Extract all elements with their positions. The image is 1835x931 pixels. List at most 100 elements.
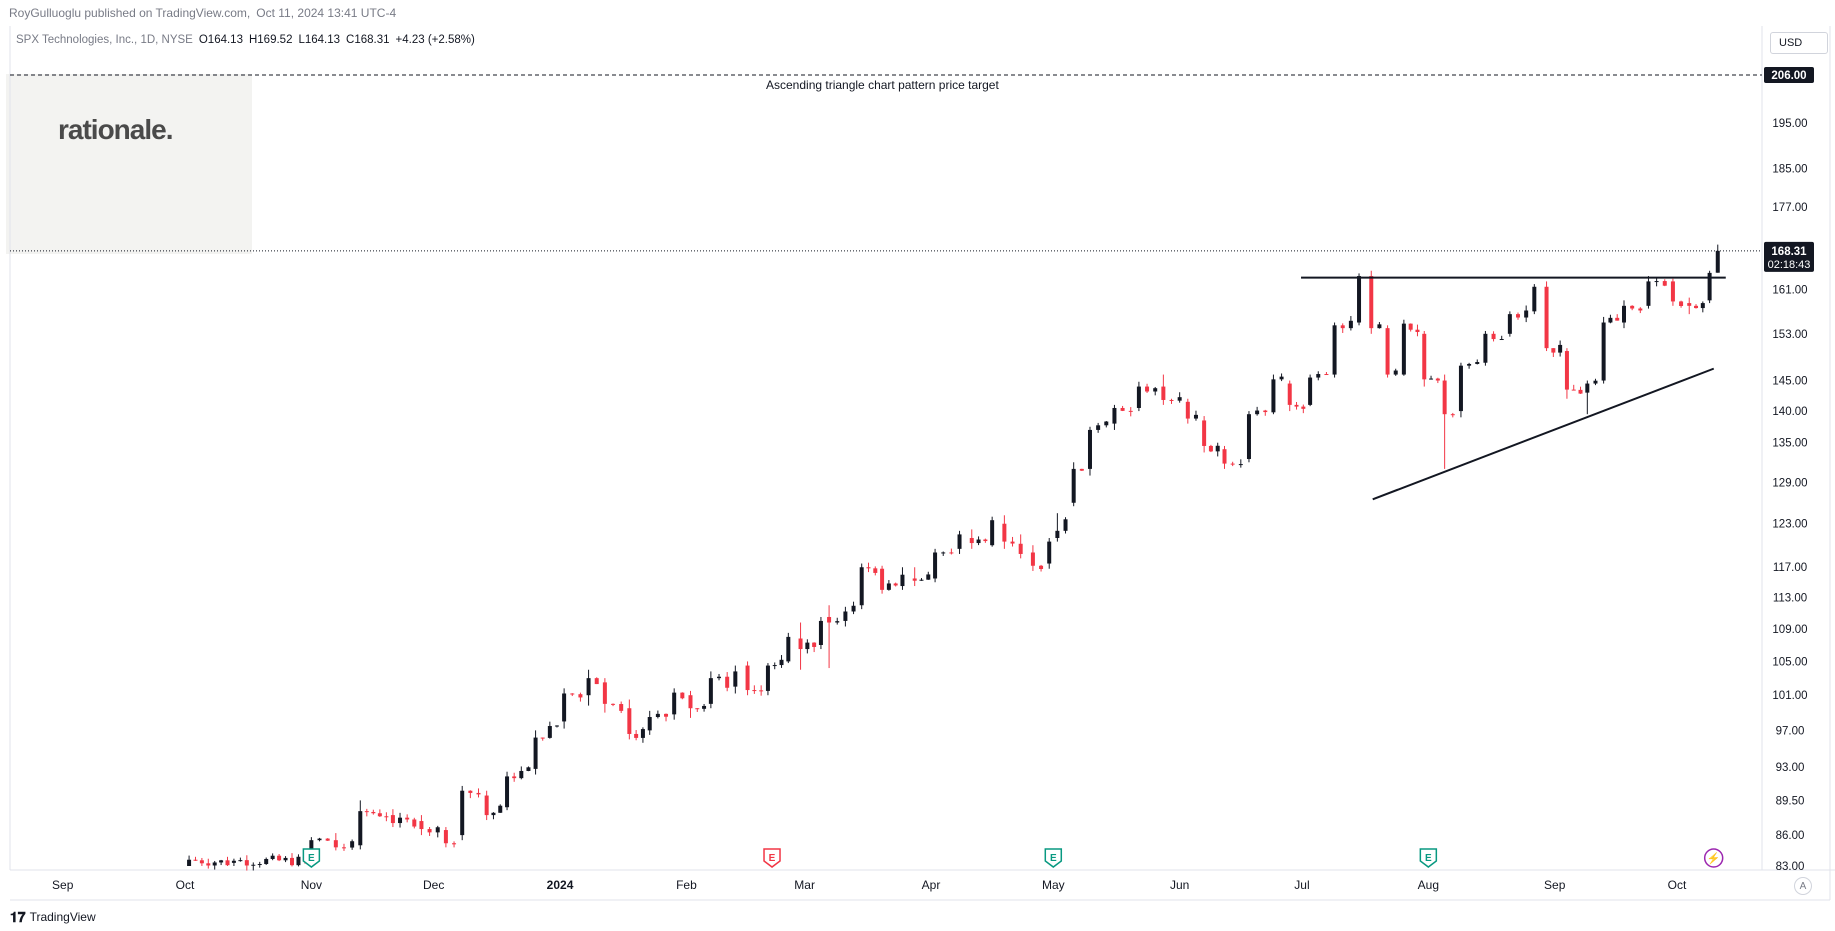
earnings-marker-icon[interactable] [1419, 848, 1438, 868]
candle [786, 636, 791, 662]
candle [1096, 425, 1101, 430]
candle [1263, 410, 1268, 413]
candle [193, 859, 198, 861]
target-price-badge [1764, 67, 1814, 83]
y-tick-label: 145.00 [1772, 376, 1807, 388]
candle [594, 678, 599, 685]
candle [919, 579, 924, 581]
candle [1215, 445, 1220, 452]
y-tick-label: 105.00 [1772, 656, 1807, 668]
candle [912, 578, 917, 581]
candle [717, 676, 722, 679]
candle [818, 620, 823, 645]
candle [1467, 363, 1472, 366]
y-tick-label: 129.00 [1772, 477, 1807, 489]
candle [1385, 328, 1390, 375]
candle [452, 843, 457, 845]
candle [969, 537, 974, 544]
candle [798, 638, 803, 650]
candle [1136, 386, 1141, 408]
candle [562, 693, 567, 722]
candle [1687, 303, 1692, 306]
candle [1169, 399, 1174, 401]
candle [1255, 410, 1260, 415]
candle [851, 605, 856, 612]
earnings-marker-label: E [1425, 853, 1432, 864]
publish-info-bar: RoyGulluoglu published on TradingView.co… [0, 0, 1835, 26]
candle [759, 690, 764, 692]
candle [1087, 429, 1092, 469]
dividend-marker-icon[interactable] [1703, 848, 1724, 868]
candle [672, 692, 677, 715]
candle [1615, 317, 1620, 321]
candle [619, 704, 624, 711]
candle [390, 815, 395, 824]
earnings-marker-icon[interactable] [302, 848, 321, 868]
x-tick-label: Feb [676, 878, 697, 892]
x-tick-label: Oct [176, 878, 195, 892]
candle [283, 857, 288, 861]
y-tick-label: 177.00 [1772, 202, 1807, 214]
candle [949, 552, 954, 554]
candle [680, 692, 685, 699]
x-tick-label: 2024 [547, 878, 574, 892]
candle [1177, 397, 1182, 401]
candle [1294, 404, 1299, 407]
candle [1408, 323, 1413, 330]
candle [1271, 379, 1276, 413]
footer-brand[interactable]: 𝟏𝟕 TradingView [0, 906, 96, 928]
candle [772, 665, 777, 667]
auto-scale-button[interactable]: A [1794, 877, 1812, 895]
y-tick-label: 89.50 [1776, 795, 1805, 807]
candle [296, 856, 301, 866]
y-tick-label: 113.00 [1773, 593, 1807, 605]
candle [779, 659, 784, 666]
candle [835, 621, 840, 623]
candle [1063, 519, 1068, 531]
candle [1357, 276, 1362, 323]
candle [533, 737, 538, 769]
candle [1104, 421, 1109, 426]
candle [350, 841, 355, 848]
y-tick-label: 109.00 [1772, 624, 1807, 636]
candle [745, 665, 750, 691]
candle [765, 665, 770, 691]
candle [1608, 317, 1613, 323]
tradingview-logo-icon: 𝟏𝟕 [10, 908, 26, 925]
candle [1654, 281, 1659, 283]
candle [435, 827, 440, 833]
candle [1301, 406, 1306, 409]
candle [1564, 351, 1569, 390]
x-tick-label: Aug [1418, 878, 1439, 892]
earnings-marker-label: E [1050, 853, 1057, 864]
candle [1161, 386, 1166, 400]
y-tick-label: 97.00 [1776, 725, 1805, 737]
dividend-marker-label: ⚡ [1707, 852, 1721, 865]
currency-selector[interactable]: USD [1770, 32, 1828, 54]
price-chart[interactable]: 195.00 185.00 177.00 161.00 153.00 145.00 140.… [0, 26, 1835, 906]
candle [1193, 414, 1198, 419]
candle [1483, 333, 1488, 363]
candle [1120, 407, 1125, 411]
candle [1348, 320, 1353, 329]
target-annotation-label: Ascending triangle chart pattern price t… [766, 78, 999, 92]
candle [1694, 305, 1699, 309]
earnings-marker-icon[interactable] [763, 848, 781, 868]
candle [805, 642, 810, 650]
candle [1287, 383, 1292, 405]
candle [873, 568, 878, 573]
candle [231, 860, 236, 863]
rationale-logo: rationale. [58, 114, 173, 145]
candle [570, 693, 575, 695]
candle [976, 539, 981, 544]
y-tick-label: 161.00 [1772, 284, 1807, 296]
candle [941, 552, 946, 554]
logo-panel [6, 74, 252, 254]
candle [358, 811, 363, 846]
candle [1238, 464, 1243, 466]
candle [1442, 380, 1447, 415]
candle [1279, 376, 1284, 380]
candle [859, 567, 864, 606]
high-value: H169.52 [248, 34, 293, 46]
earnings-marker-icon[interactable] [1044, 848, 1063, 868]
